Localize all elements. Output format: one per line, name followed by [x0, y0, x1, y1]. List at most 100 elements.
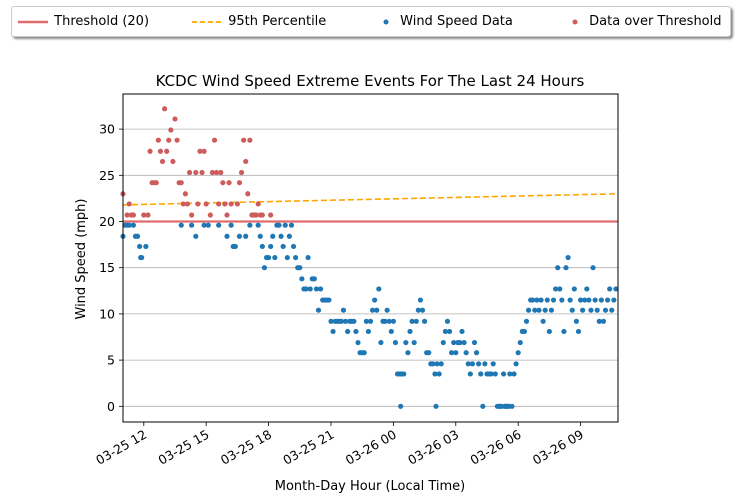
over-threshold-point — [172, 116, 178, 122]
wind-speed-point — [536, 307, 542, 313]
wind-speed-point — [257, 233, 263, 239]
wind-speed-point — [565, 254, 571, 261]
wind-speed-point — [286, 233, 292, 239]
over-threshold-point — [211, 137, 218, 143]
legend-item-percentile: 95th Percentile — [192, 14, 326, 29]
over-threshold-point — [197, 148, 203, 154]
wind-speed-point — [538, 297, 544, 303]
over-threshold-point — [226, 180, 232, 186]
y-tick-label: 25 — [99, 168, 115, 183]
wind-speed-point — [398, 403, 404, 409]
wind-speed-point — [236, 233, 243, 239]
wind-speed-point — [521, 328, 528, 335]
wind-speed-point — [178, 222, 184, 228]
wind-speed-point — [476, 361, 482, 367]
wind-speed-point — [451, 339, 457, 346]
over-threshold-point — [126, 201, 132, 207]
wind-speed-point — [432, 371, 438, 377]
wind-speed-point — [384, 307, 390, 313]
wind-speed-point — [303, 286, 309, 292]
wind-speed-point — [542, 307, 548, 313]
wind-speed-point — [216, 222, 222, 228]
wind-speed-point — [126, 222, 132, 228]
wind-speed-point — [313, 286, 320, 292]
wind-speed-point — [588, 307, 594, 313]
wind-speed-point — [369, 307, 376, 313]
x-tick-label: 03-25 12 — [93, 427, 149, 468]
over-threshold-point — [180, 201, 186, 207]
over-threshold-point — [245, 191, 251, 197]
wind-speed-point — [532, 307, 538, 313]
wind-speed-point — [571, 286, 577, 292]
wind-speed-point — [605, 297, 611, 303]
over-threshold-point — [168, 127, 174, 133]
over-threshold-point — [147, 148, 153, 154]
over-threshold-point — [155, 137, 161, 143]
wind-speed-point — [130, 222, 136, 228]
over-threshold-point — [253, 212, 259, 218]
wind-speed-point — [419, 307, 426, 313]
plot-frame — [122, 93, 619, 423]
wind-speed-point — [433, 403, 439, 409]
wind-speed-point — [411, 339, 417, 346]
wind-speed-point — [575, 328, 582, 335]
wind-speed-point — [268, 243, 274, 250]
wind-speed-point — [426, 350, 432, 356]
over-threshold-point — [182, 191, 188, 197]
over-threshold-point — [234, 201, 240, 207]
wind-speed-point — [261, 265, 268, 271]
wind-speed-point — [613, 286, 619, 292]
wind-speed-point — [415, 307, 421, 313]
wind-speed-point — [413, 318, 419, 324]
wind-speed-point — [559, 297, 565, 303]
wind-speed-point — [473, 350, 480, 356]
wind-speed-point — [276, 222, 282, 228]
wind-speed-point — [282, 222, 288, 228]
wind-speed-point — [492, 371, 498, 377]
percentile-line-swatch — [192, 20, 222, 23]
y-tick-label: 20 — [99, 214, 115, 229]
over-threshold-point — [186, 169, 193, 176]
legend-item-wind-data: Wind Speed Data — [378, 14, 513, 29]
wind-speed-point — [378, 339, 384, 346]
over-threshold-point — [207, 212, 213, 218]
wind-speed-point — [392, 339, 399, 346]
wind-speed-point — [550, 297, 557, 303]
wind-speed-point — [507, 371, 513, 377]
wind-speed-point — [193, 233, 199, 239]
y-axis-label: Wind Speed (mph) — [74, 199, 89, 320]
wind-speed-point — [326, 297, 332, 303]
wind-speed-point — [594, 307, 600, 313]
wind-speed-point — [255, 222, 261, 228]
wind-speed-point — [478, 371, 484, 377]
over-threshold-point — [209, 169, 216, 176]
wind-speed-point — [482, 361, 488, 367]
wind-speed-point — [590, 265, 596, 271]
legend-label-threshold: Threshold (20) — [54, 14, 150, 29]
over-threshold-point — [141, 212, 147, 218]
wind-speed-point — [561, 328, 567, 335]
wind-speed-point — [374, 307, 380, 313]
wind-speed-point — [546, 328, 552, 335]
wind-speed-point — [438, 361, 444, 367]
wind-speed-point — [548, 307, 555, 313]
wind-speed-point — [517, 339, 523, 346]
over-threshold-point — [174, 137, 180, 143]
wind-speed-point — [361, 350, 367, 356]
y-tick-label: 30 — [99, 122, 115, 137]
wind-speed-point — [365, 328, 372, 335]
threshold-line-swatch — [18, 20, 48, 23]
over-threshold-point — [255, 201, 261, 207]
wind-speed-point — [232, 243, 238, 250]
wind-speed-point — [467, 371, 473, 377]
legend: Threshold (20) 95th Percentile Wind Spee… — [11, 6, 731, 37]
wind-speed-point — [421, 318, 428, 324]
legend-label-percentile: 95th Percentile — [228, 14, 327, 29]
wind-speed-point — [523, 318, 530, 324]
wind-speed-point — [567, 297, 573, 303]
wind-speed-point — [449, 350, 455, 356]
over-threshold-point — [216, 201, 222, 207]
wind-speed-point — [409, 318, 415, 324]
over-threshold-point — [170, 158, 176, 165]
